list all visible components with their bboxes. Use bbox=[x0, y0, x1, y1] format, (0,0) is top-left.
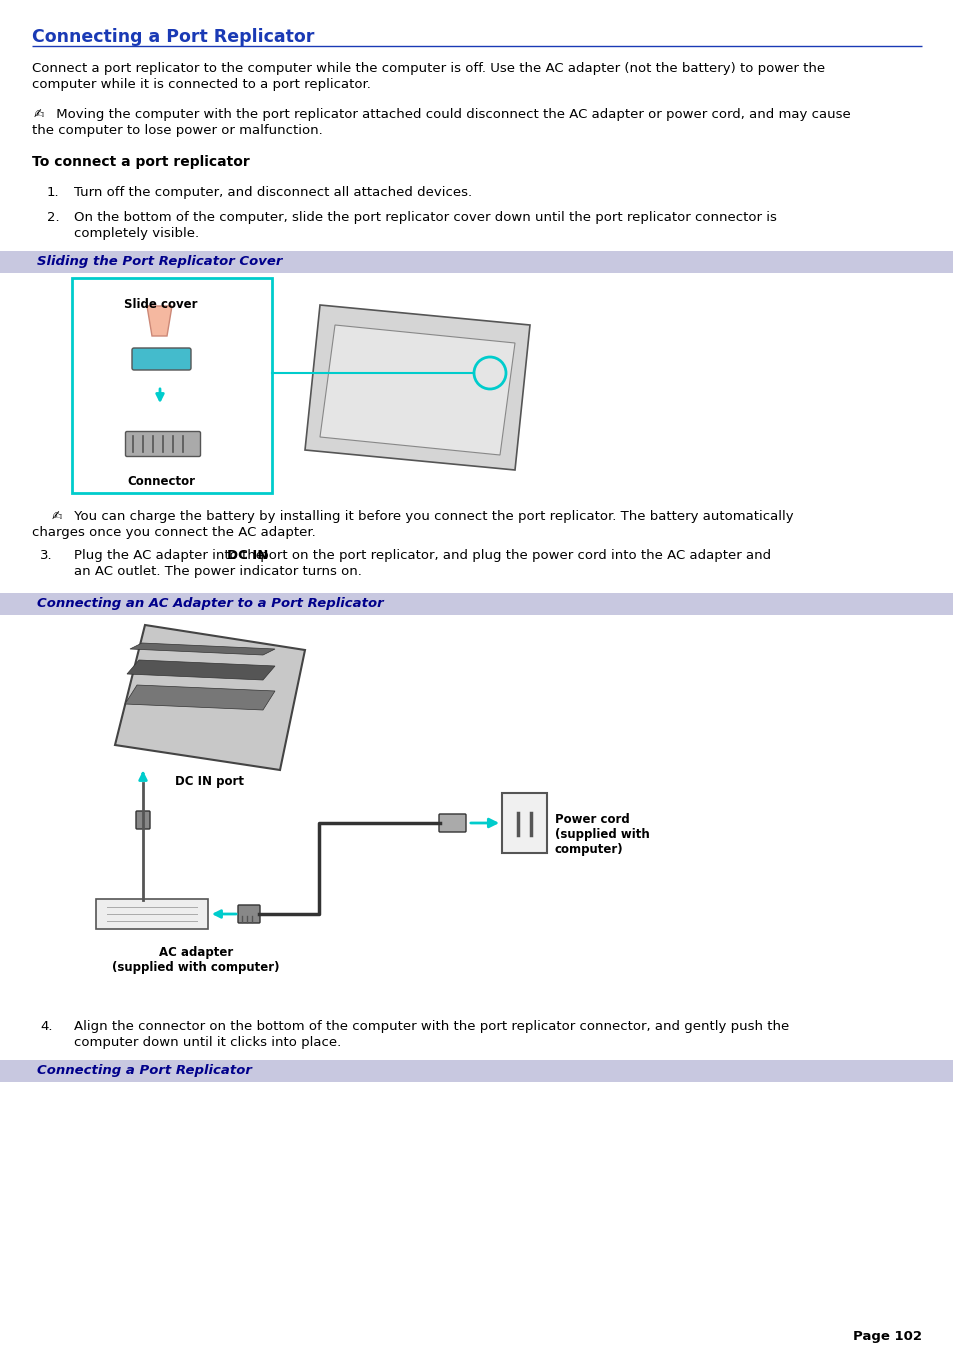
FancyBboxPatch shape bbox=[132, 349, 191, 370]
Text: computer down until it clicks into place.: computer down until it clicks into place… bbox=[74, 1036, 341, 1048]
Text: ✍: ✍ bbox=[52, 509, 63, 523]
Bar bbox=[71, 278, 272, 493]
Text: AC adapter
(supplied with computer): AC adapter (supplied with computer) bbox=[112, 946, 279, 974]
Bar bbox=[0, 593, 953, 615]
Text: port on the port replicator, and plug the power cord into the AC adapter and: port on the port replicator, and plug th… bbox=[256, 549, 771, 562]
FancyBboxPatch shape bbox=[438, 815, 465, 832]
Text: 1.: 1. bbox=[47, 186, 59, 199]
Text: Plug the AC adapter into the: Plug the AC adapter into the bbox=[74, 549, 268, 562]
Text: Slide cover: Slide cover bbox=[124, 299, 197, 311]
Text: Power cord
(supplied with
computer): Power cord (supplied with computer) bbox=[555, 813, 649, 857]
Polygon shape bbox=[130, 643, 274, 655]
Polygon shape bbox=[115, 626, 305, 770]
FancyBboxPatch shape bbox=[136, 811, 150, 830]
Text: Turn off the computer, and disconnect all attached devices.: Turn off the computer, and disconnect al… bbox=[74, 186, 472, 199]
Polygon shape bbox=[147, 305, 172, 336]
FancyBboxPatch shape bbox=[126, 431, 200, 457]
Text: charges once you connect the AC adapter.: charges once you connect the AC adapter. bbox=[32, 526, 315, 539]
Text: DC IN: DC IN bbox=[227, 549, 268, 562]
Text: computer while it is connected to a port replicator.: computer while it is connected to a port… bbox=[32, 78, 371, 91]
Polygon shape bbox=[127, 661, 274, 680]
Bar bbox=[501, 793, 546, 852]
Text: Align the connector on the bottom of the computer with the port replicator conne: Align the connector on the bottom of the… bbox=[74, 1020, 788, 1034]
Text: Connect a port replicator to the computer while the computer is off. Use the AC : Connect a port replicator to the compute… bbox=[32, 62, 824, 76]
FancyBboxPatch shape bbox=[96, 898, 208, 929]
Text: an AC outlet. The power indicator turns on.: an AC outlet. The power indicator turns … bbox=[74, 565, 361, 578]
Text: completely visible.: completely visible. bbox=[74, 227, 199, 240]
Text: Page 102: Page 102 bbox=[852, 1329, 921, 1343]
Text: Connecting an AC Adapter to a Port Replicator: Connecting an AC Adapter to a Port Repli… bbox=[37, 597, 383, 611]
Text: Sliding the Port Replicator Cover: Sliding the Port Replicator Cover bbox=[37, 255, 282, 267]
Text: Connecting a Port Replicator: Connecting a Port Replicator bbox=[37, 1065, 252, 1077]
Text: Moving the computer with the port replicator attached could disconnect the AC ad: Moving the computer with the port replic… bbox=[52, 108, 850, 122]
Text: To connect a port replicator: To connect a port replicator bbox=[32, 155, 250, 169]
FancyBboxPatch shape bbox=[237, 905, 260, 923]
Polygon shape bbox=[125, 685, 274, 711]
Text: 3.: 3. bbox=[40, 549, 52, 562]
Text: Connector: Connector bbox=[127, 476, 194, 488]
Text: 4.: 4. bbox=[40, 1020, 52, 1034]
Text: On the bottom of the computer, slide the port replicator cover down until the po: On the bottom of the computer, slide the… bbox=[74, 211, 776, 224]
Bar bbox=[0, 1061, 953, 1082]
Text: You can charge the battery by installing it before you connect the port replicat: You can charge the battery by installing… bbox=[70, 509, 793, 523]
Text: the computer to lose power or malfunction.: the computer to lose power or malfunctio… bbox=[32, 124, 322, 136]
Text: Connecting a Port Replicator: Connecting a Port Replicator bbox=[32, 28, 314, 46]
Polygon shape bbox=[305, 305, 530, 470]
Text: 2.: 2. bbox=[47, 211, 59, 224]
Bar bbox=[0, 251, 953, 273]
Text: ✍: ✍ bbox=[34, 108, 45, 122]
Polygon shape bbox=[319, 326, 515, 455]
Text: DC IN port: DC IN port bbox=[174, 775, 244, 788]
